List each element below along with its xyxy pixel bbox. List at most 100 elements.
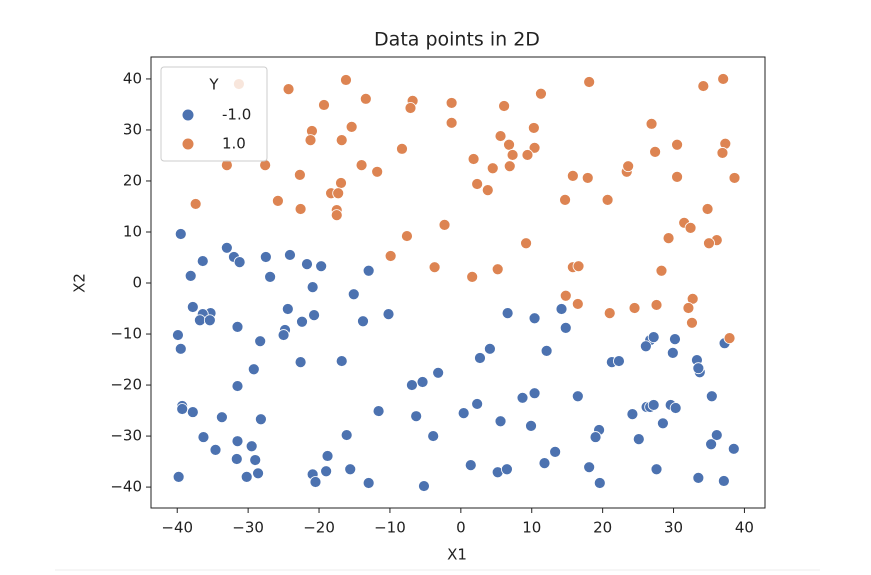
point xyxy=(705,390,718,403)
point xyxy=(686,316,698,329)
point xyxy=(697,80,710,92)
point xyxy=(220,241,233,254)
point xyxy=(418,480,430,492)
point xyxy=(593,477,606,489)
point xyxy=(671,170,683,183)
point xyxy=(540,344,553,357)
point xyxy=(662,232,675,245)
legend-label: -1.0 xyxy=(222,106,251,124)
point xyxy=(264,270,277,283)
point xyxy=(362,264,375,277)
point xyxy=(645,117,658,130)
point xyxy=(216,411,228,424)
point xyxy=(632,433,645,446)
point xyxy=(728,172,741,184)
point xyxy=(347,288,360,301)
point xyxy=(172,470,185,483)
point xyxy=(245,440,258,453)
point xyxy=(572,260,585,273)
point xyxy=(684,222,697,234)
chart-title: Data points in 2D xyxy=(374,29,540,51)
legend-marker xyxy=(181,108,195,122)
point xyxy=(622,160,635,173)
point xyxy=(340,429,353,441)
y-tick-label: −10 xyxy=(110,325,142,343)
point xyxy=(559,289,572,302)
point xyxy=(705,438,718,451)
point xyxy=(498,100,510,112)
point xyxy=(549,445,562,458)
point xyxy=(254,335,267,348)
plot-frame xyxy=(150,56,766,509)
point xyxy=(396,142,408,155)
point xyxy=(521,149,534,161)
point xyxy=(671,138,683,151)
point xyxy=(174,228,187,240)
point xyxy=(272,194,284,207)
point xyxy=(186,301,199,313)
points xyxy=(172,73,741,492)
point xyxy=(335,177,347,189)
point xyxy=(467,153,480,165)
point xyxy=(445,97,458,109)
point xyxy=(506,149,519,161)
point xyxy=(362,477,375,489)
point xyxy=(330,209,343,222)
legend-label: 1.0 xyxy=(222,135,246,153)
point xyxy=(372,405,385,417)
point xyxy=(682,302,695,314)
point xyxy=(639,340,652,353)
point xyxy=(249,454,262,466)
point xyxy=(254,413,267,426)
y-tick-label: −40 xyxy=(110,478,142,496)
point xyxy=(284,249,296,261)
point xyxy=(184,269,197,282)
point xyxy=(197,431,210,443)
point xyxy=(601,193,614,206)
point xyxy=(692,362,705,375)
x-tick-label: −20 xyxy=(303,519,335,537)
point xyxy=(231,435,244,448)
x-tick-label: 30 xyxy=(664,519,683,537)
point xyxy=(650,299,663,311)
point xyxy=(486,162,499,175)
point xyxy=(727,442,740,455)
point xyxy=(649,145,662,158)
point xyxy=(583,461,596,474)
point xyxy=(716,147,729,159)
point xyxy=(528,312,541,325)
point xyxy=(196,255,209,267)
y-tick-label: 30 xyxy=(123,120,142,138)
point xyxy=(404,102,417,114)
point xyxy=(304,134,317,147)
point xyxy=(252,467,264,480)
legend: Y -1.0 1.0 xyxy=(160,66,268,162)
y-tick-label: −20 xyxy=(110,376,142,394)
point xyxy=(315,260,328,273)
point xyxy=(416,376,429,388)
point xyxy=(231,320,244,333)
y-tick-label: 40 xyxy=(123,69,142,87)
point xyxy=(301,258,313,271)
point xyxy=(669,333,681,346)
point xyxy=(491,263,504,276)
point xyxy=(527,122,540,134)
point xyxy=(538,457,551,470)
point xyxy=(247,363,260,376)
point xyxy=(172,329,184,341)
y-tick-label: 0 xyxy=(132,274,142,292)
point xyxy=(471,178,484,190)
point xyxy=(340,74,352,86)
point xyxy=(494,415,507,428)
point xyxy=(692,471,705,484)
legend-title: Y xyxy=(208,76,219,94)
point xyxy=(355,159,368,172)
point xyxy=(669,402,682,414)
point xyxy=(655,264,668,277)
point xyxy=(320,465,333,478)
y-tick-label: 20 xyxy=(123,171,142,189)
point xyxy=(484,342,496,355)
point xyxy=(494,130,507,142)
point xyxy=(501,463,513,476)
point xyxy=(332,187,345,200)
